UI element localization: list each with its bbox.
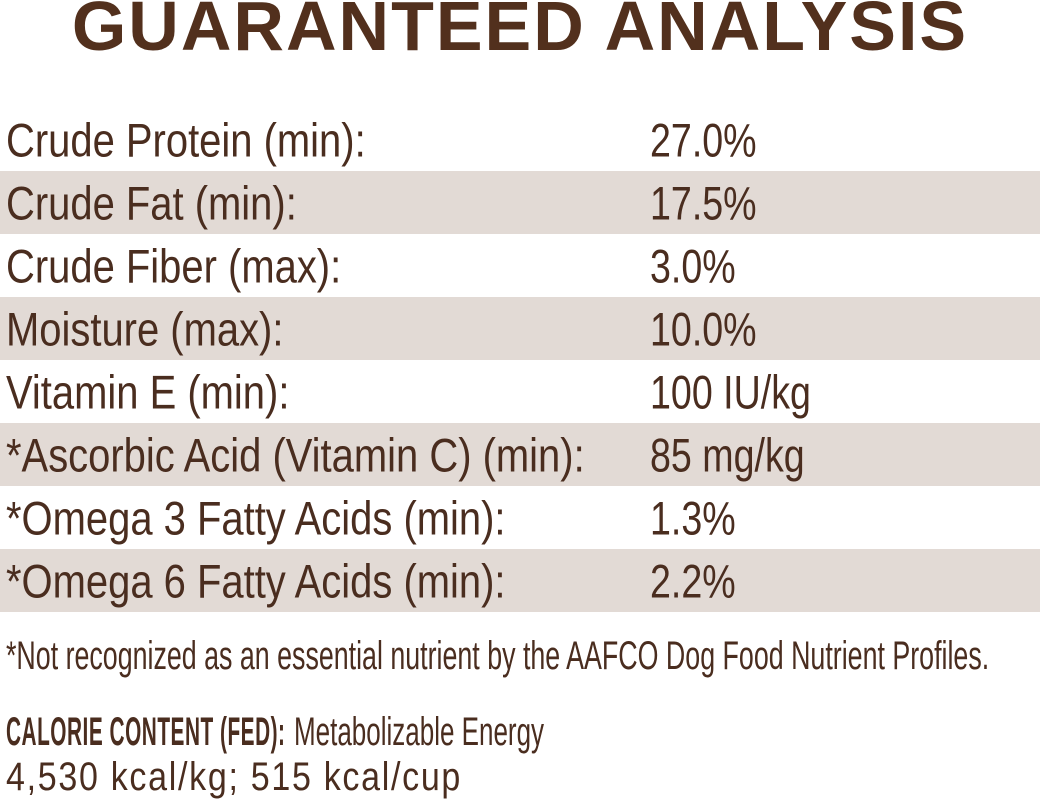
calorie-values: 4,530 kcal/kg; 515 kcal/cup — [6, 755, 463, 799]
row-value: 1.3% — [650, 491, 736, 544]
calorie-heading: CALORIE CONTENT (FED): — [6, 710, 286, 754]
footnote: *Not recognized as an essential nutrient… — [6, 634, 990, 678]
row-label: *Omega 6 Fatty Acids (min): — [6, 554, 506, 607]
row-value: 10.0% — [650, 302, 757, 355]
table-row: Moisture (max): 10.0% — [0, 297, 1040, 360]
row-label: Crude Fat (min): — [6, 176, 297, 229]
table-row: *Omega 6 Fatty Acids (min): 2.2% — [0, 549, 1040, 612]
row-value: 17.5% — [650, 176, 757, 229]
footnote-section: *Not recognized as an essential nutrient… — [6, 632, 1040, 680]
table-row: *Ascorbic Acid (Vitamin C) (min): 85 mg/… — [0, 423, 1040, 486]
calorie-content-section: CALORIE CONTENT (FED): Metabolizable Ene… — [6, 710, 1040, 800]
row-value: 85 mg/kg — [650, 428, 805, 481]
row-label: *Ascorbic Acid (Vitamin C) (min): — [6, 428, 585, 481]
row-label: Moisture (max): — [6, 302, 284, 355]
page-title: GUARANTEED ANALYSIS — [71, 0, 969, 65]
row-label: Vitamin E (min): — [6, 365, 290, 418]
row-label: Crude Fiber (max): — [6, 239, 342, 292]
table-row: Crude Protein (min): 27.0% — [0, 108, 1040, 171]
table-row: Vitamin E (min): 100 IU/kg — [0, 360, 1040, 423]
table-row: Crude Fat (min): 17.5% — [0, 171, 1040, 234]
row-value: 27.0% — [650, 113, 757, 166]
analysis-table: Crude Protein (min): 27.0% Crude Fat (mi… — [0, 108, 1040, 612]
table-row: Crude Fiber (max): 3.0% — [0, 234, 1040, 297]
calorie-subheading: Metabolizable Energy — [294, 710, 545, 754]
row-value: 100 IU/kg — [650, 365, 811, 418]
row-label: *Omega 3 Fatty Acids (min): — [6, 491, 506, 544]
row-value: 3.0% — [650, 239, 736, 292]
row-label: Crude Protein (min): — [6, 113, 366, 166]
table-row: *Omega 3 Fatty Acids (min): 1.3% — [0, 486, 1040, 549]
row-value: 2.2% — [650, 554, 736, 607]
